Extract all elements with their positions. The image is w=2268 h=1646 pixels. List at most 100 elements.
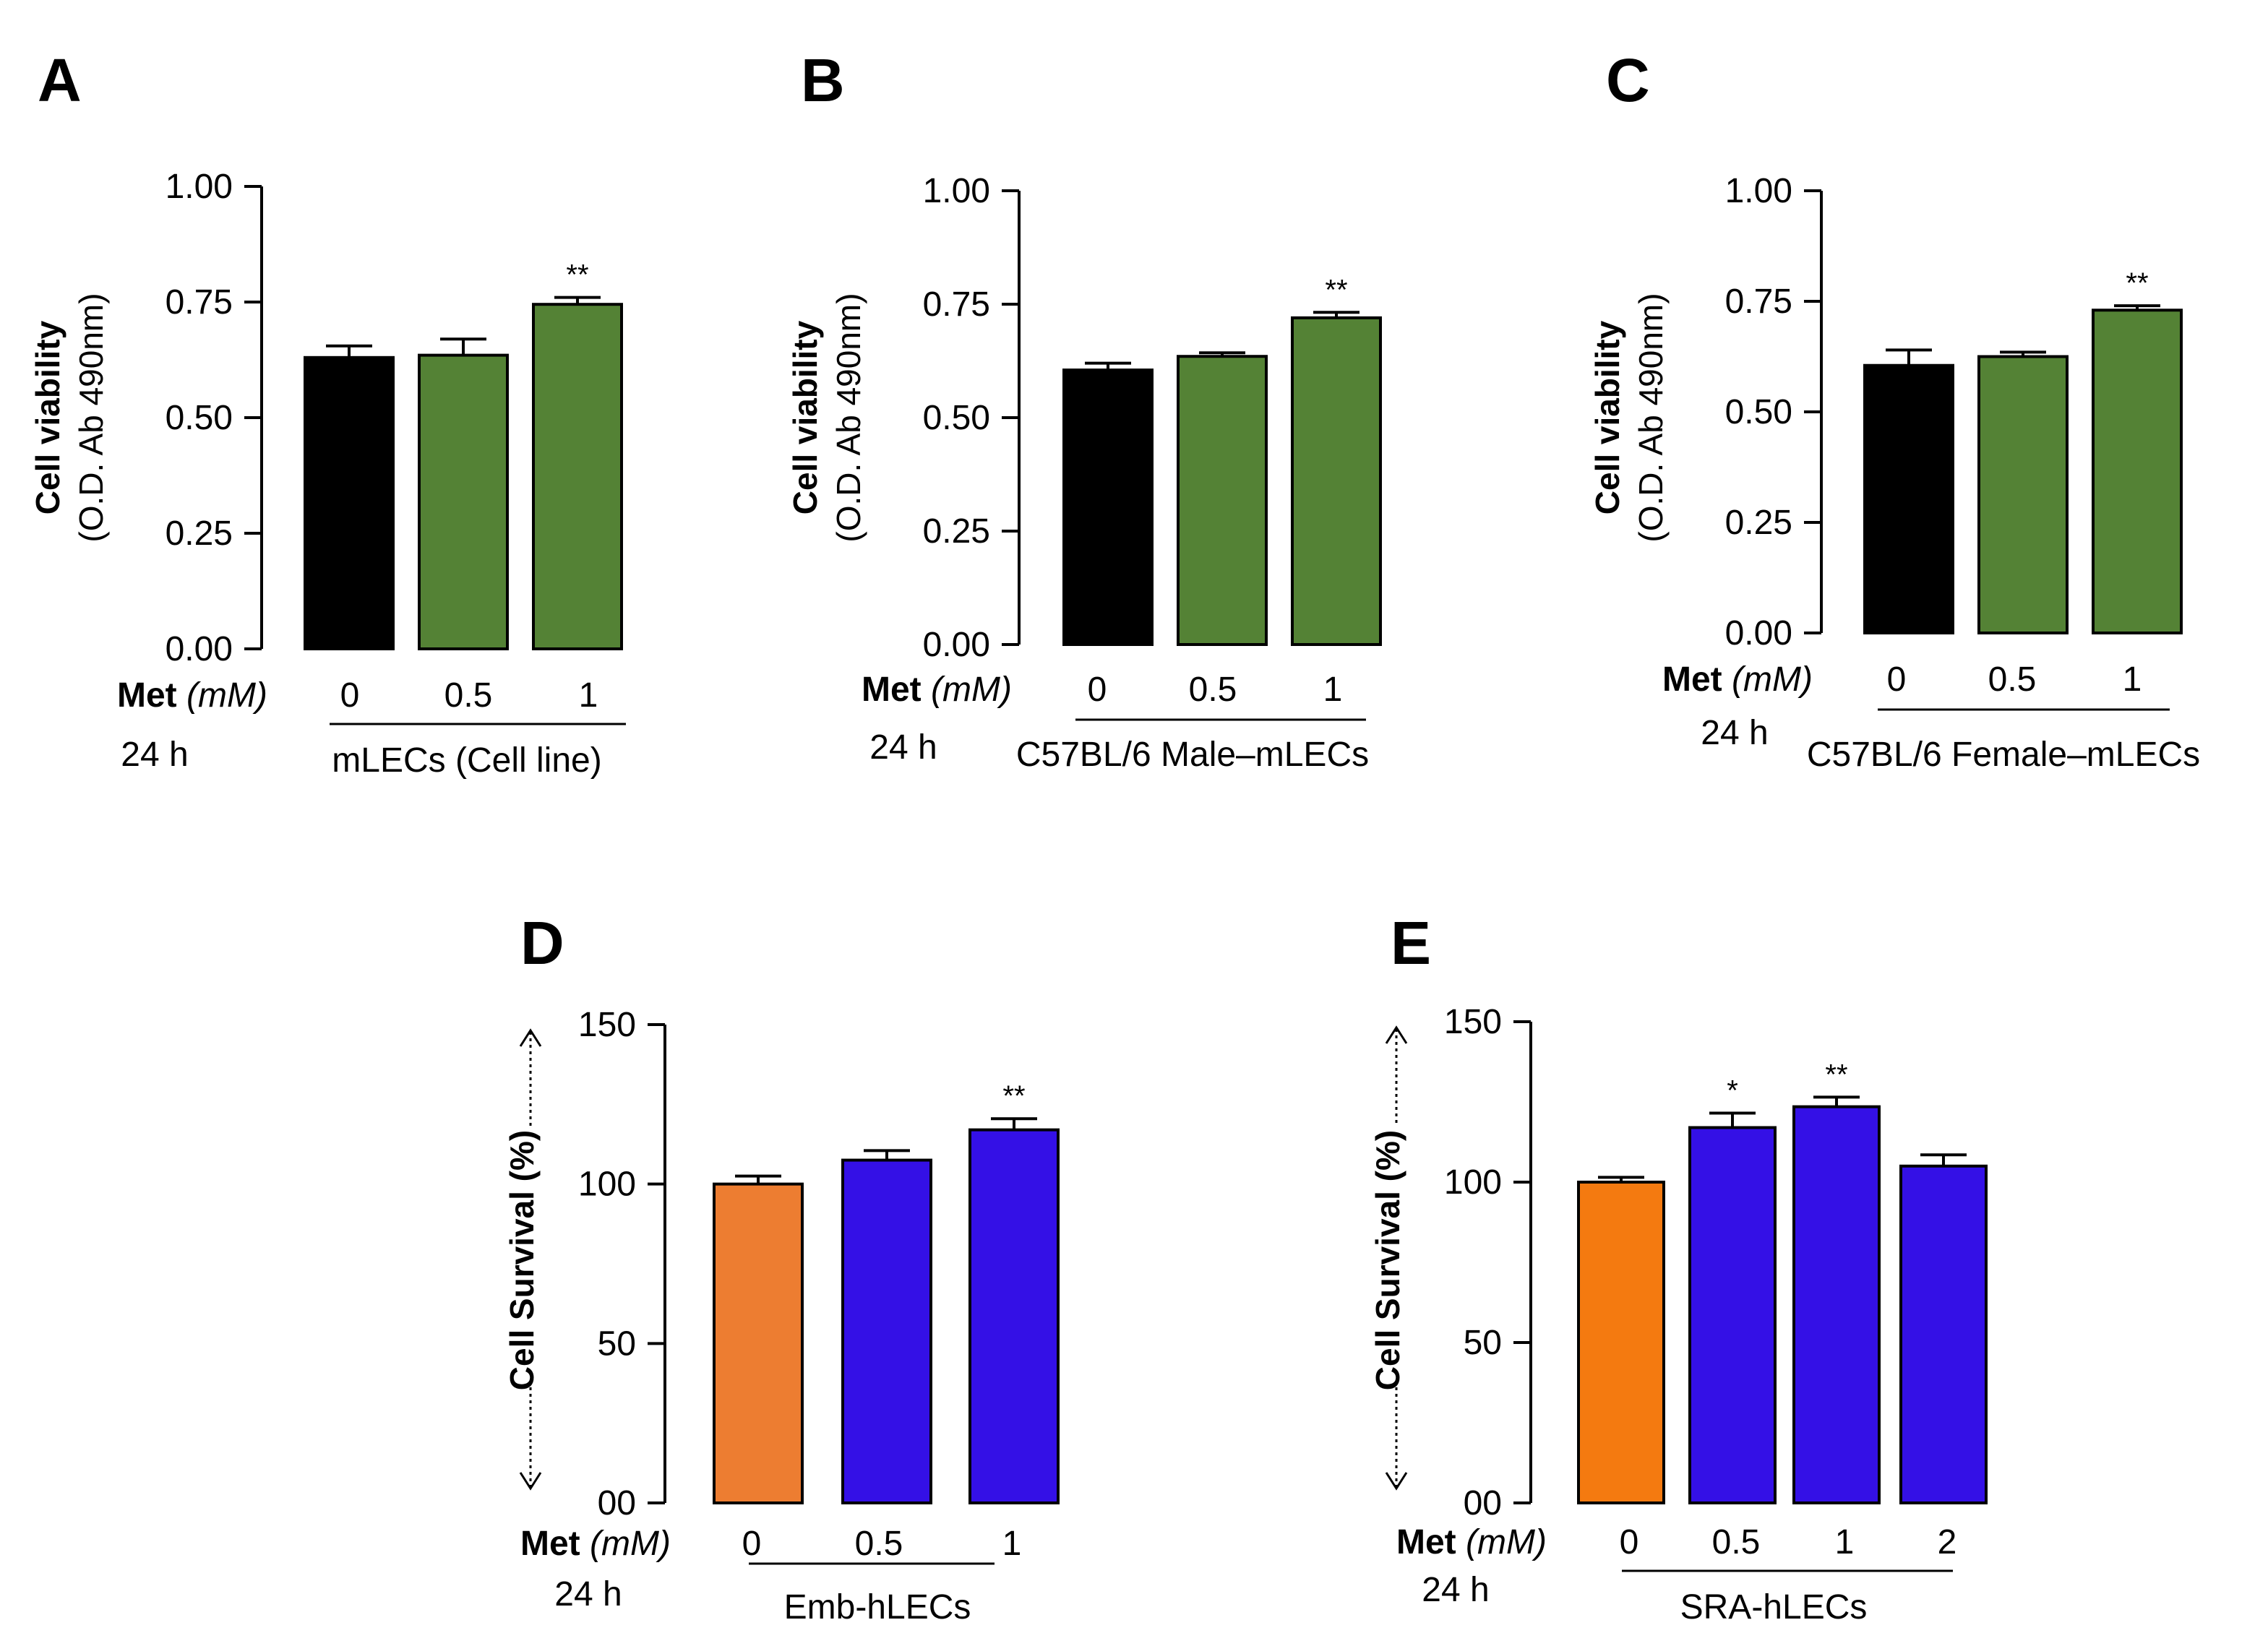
y-tick-label: 0.25 [166, 514, 233, 553]
y-tick-label: 100 [1444, 1163, 1502, 1202]
y-tick-label: 0.00 [1725, 614, 1792, 652]
bar [1291, 316, 1382, 646]
arrow-up-icon [519, 1028, 542, 1047]
x-tick-label: 0 [1088, 671, 1107, 709]
bar [418, 353, 509, 650]
bar [1688, 1126, 1777, 1504]
x-axis-label: Met (mM) [520, 1525, 671, 1563]
group-label: SRA-hLECs [1680, 1588, 1868, 1626]
y-tick-label: 1.00 [1725, 172, 1792, 210]
x-axis-label: Met (mM) [862, 671, 1012, 709]
group-label: C57BL/6 Female–mLECs [1807, 736, 2200, 774]
y-tick-label: 0.00 [923, 626, 990, 664]
x-axis-label-prefix: Met [1396, 1523, 1466, 1561]
bar [1577, 1181, 1665, 1504]
y-tick-label: 0.75 [1725, 283, 1792, 321]
bar [1863, 363, 1954, 634]
bar [1062, 369, 1154, 646]
time-label: 24 h [554, 1575, 622, 1613]
x-axis-label: Met (mM) [1662, 660, 1813, 699]
y-tick-label: 0.75 [923, 285, 990, 324]
y-axis-label: Cell Survival (%) [1369, 1130, 1406, 1390]
x-tick-label: 1 [2123, 660, 2142, 699]
panel-letter: D [520, 909, 564, 977]
x-axis-label-unit: (mM) [186, 676, 267, 715]
x-axis-label-unit: (mM) [1732, 660, 1813, 699]
x-tick-label: 1 [1835, 1523, 1855, 1561]
arrow-up-icon [1385, 1025, 1408, 1044]
bar [1792, 1105, 1881, 1505]
y-tick-label: 0.50 [1725, 393, 1792, 431]
x-tick-label: 1 [1002, 1525, 1022, 1563]
x-tick-label: 2 [1938, 1523, 1957, 1561]
x-axis-label-unit: (mM) [590, 1525, 671, 1563]
bar [713, 1182, 804, 1504]
panel-letter: E [1391, 909, 1431, 977]
bar [304, 356, 395, 650]
y-tick-label: 00 [598, 1484, 636, 1522]
bar [1899, 1164, 1988, 1505]
x-tick-label: 1 [1323, 671, 1343, 709]
x-axis-label-unit: (mM) [931, 671, 1012, 709]
y-axis-label: Cell Survival (%) [503, 1130, 541, 1390]
y-axis-label: Cell viability [29, 320, 66, 514]
significance-marker: ** [1825, 1059, 1847, 1090]
time-label: 24 h [121, 736, 188, 774]
group-label: mLECs (Cell line) [332, 741, 601, 780]
x-tick-label: 1 [579, 676, 598, 715]
x-tick-label: 0.5 [444, 676, 493, 715]
x-tick-label: 0.5 [1189, 671, 1237, 709]
y-tick-label: 100 [578, 1165, 636, 1204]
bar [1177, 355, 1268, 646]
time-label: 24 h [1701, 714, 1768, 752]
bar [532, 303, 623, 650]
x-tick-label: 0.5 [1712, 1523, 1761, 1561]
bar [968, 1128, 1060, 1504]
y-tick-label: 150 [1444, 1003, 1502, 1041]
y-axis-sublabel: (O.D. Ab 490nm) [1632, 293, 1670, 542]
y-axis-label: Cell viability [1589, 320, 1626, 514]
arrow-down-icon [519, 1472, 542, 1491]
x-tick-label: 0.5 [1988, 660, 2037, 699]
significance-marker: ** [1325, 274, 1347, 306]
y-tick-label: 150 [578, 1006, 636, 1044]
significance-marker: ** [2126, 267, 2148, 299]
y-tick-label: 1.00 [923, 172, 990, 210]
y-axis-sublabel: (O.D. Ab 490nm) [830, 293, 867, 542]
group-label: C57BL/6 Male–mLECs [1016, 736, 1369, 774]
x-axis-label: Met (mM) [117, 676, 267, 715]
y-tick-label: 0.25 [923, 512, 990, 551]
x-axis-label-prefix: Met [117, 676, 186, 715]
significance-marker: ** [1002, 1080, 1025, 1112]
y-tick-label: 50 [598, 1324, 636, 1363]
x-tick-label: 0 [1887, 660, 1907, 699]
time-label: 24 h [869, 728, 937, 767]
y-tick-label: 0.50 [923, 399, 990, 437]
bar [841, 1158, 932, 1504]
arrow-down-icon [1385, 1472, 1408, 1491]
x-tick-label: 0 [742, 1525, 762, 1563]
y-tick-label: 0.00 [166, 630, 233, 668]
y-tick-label: 50 [1464, 1324, 1502, 1362]
y-axis-label: Cell viability [786, 320, 824, 514]
y-tick-label: 0.25 [1725, 504, 1792, 542]
bar [2092, 309, 2183, 634]
significance-marker: ** [566, 259, 588, 291]
y-tick-label: 0.75 [166, 283, 233, 322]
panel-letter: C [1606, 46, 1650, 114]
x-axis-label-prefix: Met [862, 671, 931, 709]
x-axis-label-unit: (mM) [1466, 1523, 1547, 1561]
y-tick-label: 00 [1464, 1484, 1502, 1522]
panel-letter: A [38, 46, 82, 114]
x-tick-label: 0 [1620, 1523, 1639, 1561]
y-axis-sublabel: (O.D. Ab 490nm) [72, 293, 110, 542]
y-tick-label: 0.50 [166, 399, 233, 437]
significance-marker: * [1727, 1075, 1738, 1107]
group-label: Emb-hLECs [784, 1588, 971, 1626]
x-tick-label: 0 [340, 676, 360, 715]
